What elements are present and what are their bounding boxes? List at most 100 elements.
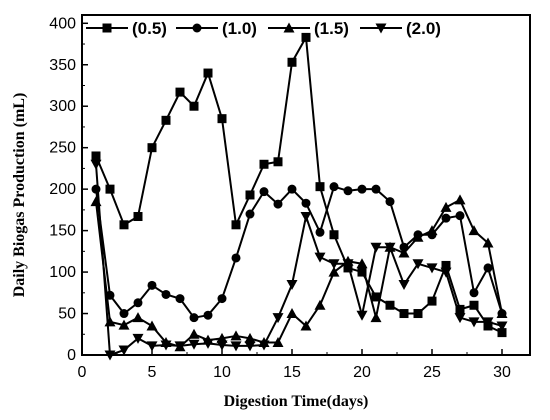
data-point <box>146 341 158 352</box>
data-point <box>413 309 423 319</box>
data-point <box>230 341 242 352</box>
data-point <box>160 340 172 351</box>
data-point <box>342 259 354 270</box>
data-point <box>469 288 479 298</box>
data-point <box>441 260 451 270</box>
data-point <box>412 231 424 242</box>
data-point <box>371 292 381 302</box>
data-point <box>426 225 438 236</box>
data-point <box>202 338 214 349</box>
data-point <box>105 184 115 194</box>
data-point <box>217 294 227 304</box>
data-point <box>455 304 465 314</box>
legend-label: (1.0) <box>222 19 257 38</box>
x-tick-label: 10 <box>213 364 231 381</box>
data-point <box>455 211 465 221</box>
data-point <box>203 68 213 78</box>
x-tick-label: 20 <box>353 364 371 381</box>
data-point <box>175 294 185 304</box>
data-point <box>273 157 283 167</box>
data-point <box>119 309 129 319</box>
legend-entry: (2.0) <box>360 19 441 38</box>
data-point <box>357 184 367 194</box>
data-point <box>217 114 227 124</box>
data-point <box>482 237 494 248</box>
data-point <box>357 267 367 277</box>
data-point <box>314 252 326 263</box>
y-tick-label: 250 <box>49 140 76 157</box>
data-point <box>244 341 256 352</box>
data-point <box>370 312 382 323</box>
data-point <box>315 182 325 192</box>
legend-label: (1.5) <box>314 19 349 38</box>
data-point <box>356 310 368 321</box>
data-point <box>441 213 451 223</box>
y-tick-label: 350 <box>49 57 76 74</box>
data-point <box>258 340 270 351</box>
legend-label: (2.0) <box>406 19 441 38</box>
data-point <box>118 345 130 356</box>
data-point <box>329 230 339 240</box>
data-point <box>454 194 466 205</box>
data-point <box>398 247 410 258</box>
y-tick-label: 300 <box>49 98 76 115</box>
data-point <box>216 340 228 351</box>
data-point <box>189 313 199 323</box>
data-point <box>315 227 325 237</box>
data-point <box>132 312 144 323</box>
data-point <box>356 258 368 269</box>
data-point <box>216 332 228 343</box>
x-tick-label: 25 <box>423 364 441 381</box>
legend-label: (0.5) <box>132 19 167 38</box>
data-point <box>230 330 242 341</box>
data-point <box>104 316 116 327</box>
data-point <box>328 259 340 270</box>
data-point <box>385 197 395 207</box>
series-line <box>95 164 503 356</box>
data-point <box>384 242 396 253</box>
data-point <box>245 190 255 200</box>
data-point <box>188 328 200 339</box>
data-point <box>91 184 101 194</box>
data-point <box>314 299 326 310</box>
data-point <box>440 267 452 278</box>
data-point <box>231 220 241 230</box>
data-point <box>496 321 508 332</box>
y-tick-label: 400 <box>49 15 76 32</box>
x-tick-label: 15 <box>283 364 301 381</box>
data-point <box>426 263 438 274</box>
axes <box>81 14 531 356</box>
data-point <box>188 339 200 350</box>
x-axis-title: Digestion Time(days) <box>224 393 369 410</box>
legend-marker <box>102 23 112 33</box>
data-point <box>329 182 339 192</box>
series-1 <box>91 32 507 338</box>
data-point <box>301 32 311 42</box>
y-tick-label: 200 <box>49 181 76 198</box>
y-tick-label: 0 <box>67 347 76 364</box>
data-point <box>245 209 255 219</box>
data-point <box>440 201 452 212</box>
data-point <box>273 199 283 209</box>
data-point <box>468 225 480 236</box>
data-point <box>483 263 493 273</box>
data-point <box>90 159 102 170</box>
data-point <box>370 242 382 253</box>
data-point <box>427 296 437 306</box>
y-tick-label: 50 <box>58 306 76 323</box>
x-tick-label: 5 <box>148 364 157 381</box>
data-point <box>146 320 158 331</box>
legend-marker <box>283 22 295 33</box>
data-point <box>482 317 494 328</box>
data-point <box>301 198 311 208</box>
y-axis-title: Daily Biogas Production (mL) <box>11 93 28 298</box>
data-point <box>161 289 171 299</box>
data-point <box>287 184 297 194</box>
data-point <box>133 212 143 222</box>
series-line <box>95 198 503 348</box>
y-tick-label: 100 <box>49 264 76 281</box>
data-point <box>343 186 353 196</box>
data-point <box>244 332 256 343</box>
series-line <box>95 36 503 334</box>
